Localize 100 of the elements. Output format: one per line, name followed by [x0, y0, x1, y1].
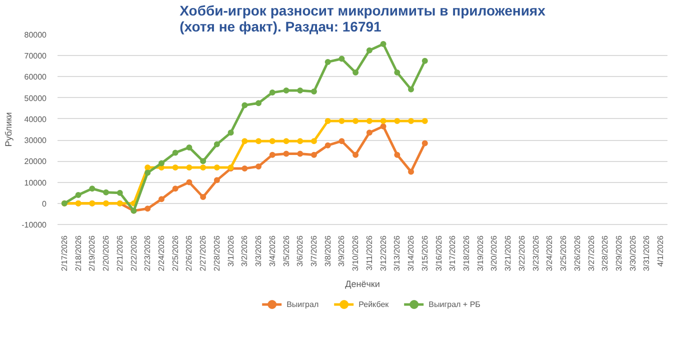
y-tick-label: 10000 [24, 178, 48, 188]
point [394, 152, 400, 158]
legend-label: Выиграл + РБ [428, 300, 480, 308]
point [310, 88, 317, 94]
chart-title: Хобби-игрок разносит микролимиты в приложениях (хотя не факт). Раздач: 16791 [180, 2, 546, 34]
point [256, 100, 262, 106]
point [200, 158, 206, 164]
point [144, 170, 151, 176]
x-tick-label: 3/20/2026 [490, 234, 499, 272]
x-tick-label: 3/8/2026 [323, 234, 332, 267]
point [75, 192, 82, 198]
x-tick-label: 2/22/2026 [129, 234, 138, 272]
point [186, 164, 192, 170]
point [172, 186, 178, 192]
y-axis-title: Рублики [4, 112, 14, 147]
x-tick-label: 3/17/2026 [448, 234, 458, 272]
y-tick-label: 80000 [24, 30, 48, 40]
point [200, 194, 206, 200]
point [338, 56, 345, 62]
point [269, 138, 276, 144]
point [422, 118, 428, 124]
point [380, 41, 386, 47]
x-tick-label: 3/18/2026 [462, 234, 471, 272]
point [214, 164, 220, 170]
point [103, 189, 110, 196]
point [324, 58, 331, 65]
x-tick-label: 2/25/2026 [170, 234, 180, 272]
point [310, 152, 317, 158]
point [408, 168, 414, 175]
legend-label: Рейкбек [358, 300, 389, 308]
point [172, 150, 178, 156]
x-tick-label: 2/27/2026 [198, 234, 208, 272]
point [380, 118, 386, 124]
x-tick-label: 3/11/2026 [364, 234, 374, 270]
point [89, 186, 96, 192]
x-tick-label: 2/20/2026 [102, 234, 111, 272]
x-tick-label: 3/14/2026 [406, 234, 416, 272]
x-tick-label: 3/12/2026 [378, 234, 388, 272]
point [186, 179, 192, 186]
point [408, 118, 414, 124]
point [242, 166, 248, 172]
x-tick-label: 3/30/2026 [628, 234, 638, 272]
x-tick-label: 3/1/2026 [226, 234, 236, 267]
point [422, 140, 428, 146]
y-tick-label: 20000 [24, 157, 48, 166]
point [394, 118, 400, 124]
point [144, 164, 151, 170]
x-tick-label: 3/25/2026 [559, 234, 568, 272]
point [269, 90, 276, 96]
y-tick-label: 30000 [24, 136, 48, 146]
x-tick-label: 3/5/2026 [282, 234, 291, 267]
point [283, 150, 290, 157]
point [366, 118, 372, 124]
x-axis-title: Денёчки [345, 279, 380, 290]
x-tick-label: 3/15/2026 [420, 234, 430, 272]
point [186, 144, 192, 150]
point [352, 118, 359, 124]
x-tick-label: 3/28/2026 [600, 234, 610, 272]
point [158, 160, 164, 166]
point [242, 102, 248, 108]
x-tick-label: 3/26/2026 [572, 234, 582, 272]
legend-label: Выиграл [286, 300, 319, 308]
point [394, 70, 400, 76]
point [338, 138, 345, 144]
x-tick-label: 3/9/2026 [337, 234, 346, 267]
point [352, 70, 359, 76]
x-tick-label: 2/21/2026 [115, 234, 124, 272]
x-tick-label: 3/23/2026 [531, 234, 540, 272]
point [172, 164, 178, 170]
y-tick-label: -10000 [22, 220, 48, 230]
x-tick-label: 4/1/2026 [656, 234, 666, 267]
x-tick-label: 2/19/2026 [88, 234, 97, 272]
y-tick-label: 70000 [24, 52, 48, 61]
x-tick-label: 3/13/2026 [392, 234, 402, 272]
x-tick-label: 3/16/2026 [434, 234, 444, 272]
x-tick-label: 2/17/2026 [60, 234, 69, 272]
point [256, 138, 262, 144]
point [269, 152, 276, 158]
x-tick-label: 3/27/2026 [586, 234, 596, 272]
point [324, 142, 331, 148]
x-tick-label: 3/21/2026 [504, 234, 513, 272]
point [144, 206, 151, 212]
y-tick-label: 40000 [24, 114, 48, 124]
point [158, 196, 164, 202]
point [422, 58, 428, 64]
x-tick-label: 3/31/2026 [642, 234, 652, 272]
point [256, 163, 262, 170]
point [283, 87, 290, 94]
x-tick-label: 3/22/2026 [517, 234, 526, 272]
x-tick-label: 3/6/2026 [296, 234, 305, 267]
x-tick-label: 2/28/2026 [212, 234, 222, 272]
y-tick-label: 50000 [24, 94, 48, 103]
x-tick-label: 3/4/2026 [268, 234, 277, 267]
point [214, 177, 220, 184]
x-tick-label: 2/18/2026 [74, 234, 83, 272]
x-tick-label: 3/2/2026 [240, 234, 250, 267]
point [366, 47, 372, 54]
y-tick-label: 0 [42, 199, 48, 208]
x-tick-label: 3/19/2026 [476, 234, 485, 272]
x-tick-label: 3/3/2026 [254, 234, 264, 267]
